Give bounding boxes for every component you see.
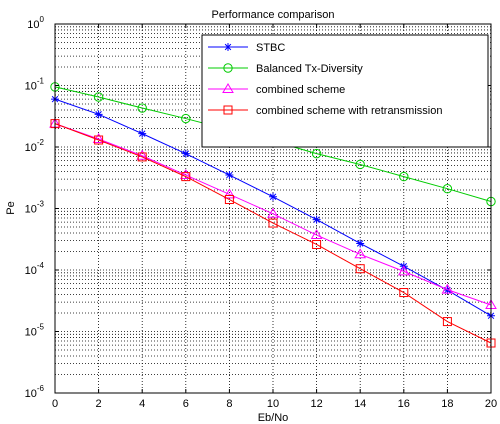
y-tick-label: 10-6 bbox=[25, 384, 45, 400]
legend-box bbox=[201, 34, 489, 148]
legend-label: combined scheme with retransmission bbox=[256, 105, 442, 117]
data-point bbox=[93, 92, 104, 102]
x-tick-label: 18 bbox=[441, 398, 453, 410]
data-point bbox=[354, 248, 367, 259]
data-point bbox=[225, 171, 234, 180]
legend-marker bbox=[223, 105, 233, 115]
data-point bbox=[94, 110, 103, 119]
data-point bbox=[356, 239, 365, 248]
series-line bbox=[54, 123, 492, 306]
data-point bbox=[223, 188, 236, 199]
data-point bbox=[181, 113, 191, 124]
data-point bbox=[441, 283, 454, 294]
data-point bbox=[268, 218, 278, 228]
data-point bbox=[399, 171, 409, 182]
data-point bbox=[92, 132, 105, 143]
data-point bbox=[269, 192, 277, 201]
data-point bbox=[181, 149, 190, 158]
series-3 bbox=[50, 119, 496, 348]
x-tick-label: 12 bbox=[310, 398, 322, 410]
y-axis-ticks: 10-6 10-5 10-4 10-3 10-2 10-1 100 bbox=[25, 15, 491, 400]
x-tick-label: 6 bbox=[183, 398, 189, 410]
data-point bbox=[224, 195, 234, 205]
legend-marker bbox=[223, 63, 233, 73]
y-axis-label: Pe bbox=[5, 201, 17, 214]
x-tick-label: 0 bbox=[52, 398, 58, 410]
series-line bbox=[54, 123, 492, 344]
x-tick-label: 16 bbox=[398, 398, 410, 410]
data-point bbox=[311, 148, 322, 159]
chart-title: Performance comparison bbox=[212, 9, 335, 21]
data-point bbox=[355, 264, 365, 274]
data-point bbox=[442, 317, 452, 327]
x-tick-label: 4 bbox=[139, 398, 145, 410]
legend-entry: combined scheme with retransmission bbox=[208, 105, 442, 117]
data-point bbox=[267, 207, 279, 218]
legend-entry: Balanced Tx-Diversity bbox=[208, 63, 363, 75]
x-axis-ticks: 0 2 4 6 8 10 12 14 16 18 20 bbox=[52, 24, 497, 410]
x-axis-label: Eb/No bbox=[258, 412, 289, 424]
legend-label: Balanced Tx-Diversity bbox=[256, 63, 363, 75]
legend: STBC Balanced Tx-Diversity combined scheme… bbox=[201, 34, 489, 148]
data-point bbox=[312, 239, 322, 249]
legend-label: combined scheme bbox=[256, 84, 345, 96]
y-tick-label: 10-4 bbox=[25, 261, 45, 277]
data-point bbox=[137, 152, 147, 162]
legend-label: STBC bbox=[256, 42, 285, 54]
data-point bbox=[442, 183, 453, 194]
data-point bbox=[399, 288, 409, 298]
x-tick-label: 20 bbox=[485, 398, 497, 410]
x-tick-label: 8 bbox=[226, 398, 232, 410]
data-point bbox=[312, 215, 321, 224]
legend-marker bbox=[222, 83, 234, 93]
data-point bbox=[355, 159, 365, 170]
y-tick-label: 10-2 bbox=[25, 138, 45, 154]
y-tick-label: 100 bbox=[27, 15, 44, 31]
data-point bbox=[136, 149, 149, 160]
data-point bbox=[443, 286, 452, 295]
data-point bbox=[310, 229, 323, 240]
data-point bbox=[138, 129, 147, 138]
x-tick-label: 14 bbox=[354, 398, 366, 410]
legend-marker bbox=[224, 43, 232, 51]
y-tick-label: 10-1 bbox=[25, 77, 45, 93]
data-point bbox=[397, 265, 410, 276]
data-point bbox=[179, 169, 192, 180]
x-tick-label: 2 bbox=[96, 398, 102, 410]
data-point bbox=[94, 135, 104, 145]
x-tick-label: 10 bbox=[267, 398, 279, 410]
data-point bbox=[137, 103, 147, 113]
legend-entry: combined scheme bbox=[208, 83, 345, 96]
data-point bbox=[181, 172, 191, 182]
series-2 bbox=[49, 117, 497, 309]
y-tick-label: 10-5 bbox=[25, 323, 45, 339]
legend-entry: STBC bbox=[208, 42, 285, 54]
y-tick-label: 10-3 bbox=[25, 200, 45, 216]
